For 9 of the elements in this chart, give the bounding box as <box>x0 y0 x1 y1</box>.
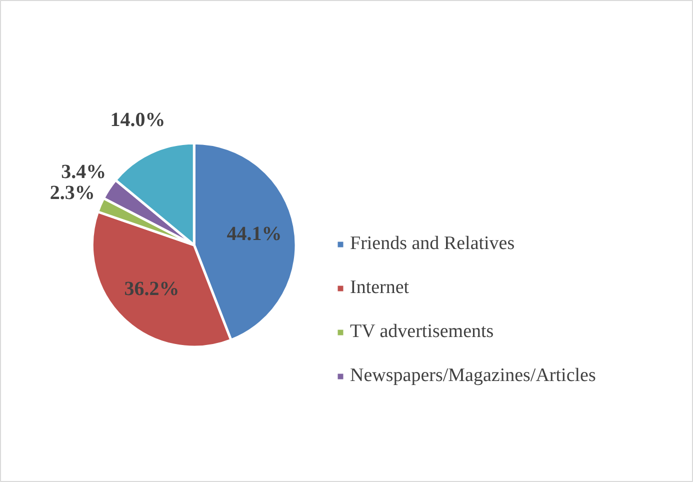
data-label: 3.4% <box>61 160 106 183</box>
legend-label: Newspapers/Magazines/Articles <box>350 365 596 387</box>
data-label: 2.3% <box>50 182 95 204</box>
legend-label: Internet <box>350 277 410 299</box>
data-label: 14.0% <box>110 109 166 132</box>
legend-label: TV advertisements <box>350 321 494 343</box>
data-label: 44.1% <box>226 222 282 245</box>
legend-label: Friends and Relatives <box>350 233 515 255</box>
data-label: 36.2% <box>124 278 180 300</box>
